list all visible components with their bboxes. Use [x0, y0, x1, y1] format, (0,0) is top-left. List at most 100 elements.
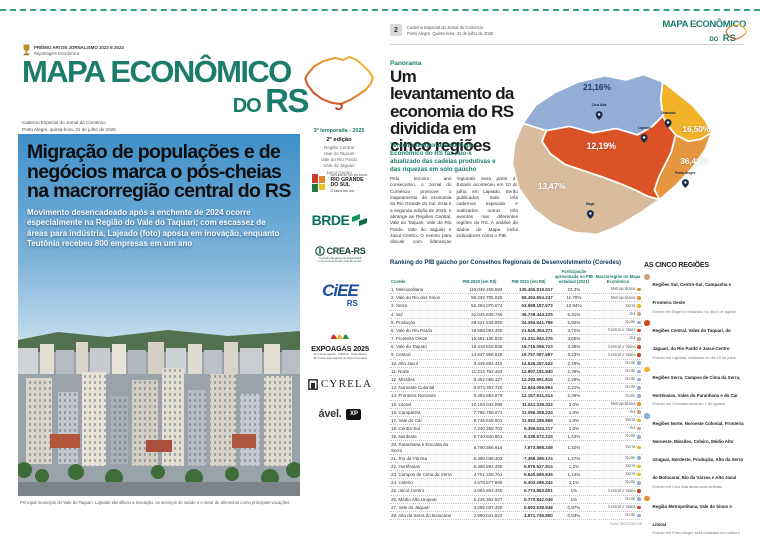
pib-ranking-table: Corede PIB 2020 (em R$) PIB 2021 (em R$)…: [390, 268, 642, 521]
cell-corede: 28. Alto da Serra do Botucaraí: [390, 511, 456, 521]
edition-region-list: Região Central Vale do Taquari Vale do Rio…: [304, 145, 374, 176]
edition-region-item: Jacuí-Centro: [326, 169, 352, 175]
cover-deck: Movimento desencadeado após a enchente d…: [27, 208, 280, 249]
masthead: MAPA ECONÔMICO DO RS: [22, 56, 322, 117]
legend-region-name: Regiões Serra, Campos de Cima da Serra, …: [652, 374, 741, 398]
legend-item: Regiões Serra, Campos de Cima da Serra, …: [644, 366, 746, 407]
macro-color-dot: [637, 304, 641, 308]
cell-pib-2021: 135.456.819.517: [503, 286, 554, 295]
legend-event-note: Evento em Cruz Alta ainda será definido: [652, 483, 722, 489]
cell-pib-2021: 21.645.354.271: [503, 326, 554, 336]
legend-color-dot: [644, 413, 650, 419]
legend-color-dot: [644, 320, 650, 326]
cell-macrorregiao: Serra: [594, 440, 642, 455]
cell-pib-2020: 8.745.638.601: [455, 416, 504, 426]
macro-color-dot: [637, 353, 641, 357]
masthead-do: DO: [232, 95, 262, 117]
sponsor-rail: GOVERNO DO ESTADO RIO GRANDE DO SUL O fu…: [304, 174, 376, 420]
cell-participacao: 2,21%: [553, 383, 595, 393]
table-row: 10. Alto Jacuí 9.449.894.415 14.526.257.…: [390, 359, 642, 368]
cell-pib-2020: 7.240.358.703: [455, 424, 504, 434]
cell-participacao: 3,23%: [553, 350, 595, 360]
pib-ranking-block: Ranking do PIB gaúcho por Conselhos Regi…: [390, 260, 642, 526]
cover-meta-line1: Caderno Especial do Jornal do Comércio: [22, 120, 106, 125]
cell-macrorregiao: Sul: [594, 408, 642, 417]
cell-participacao: 0,83%: [553, 511, 595, 521]
pin-icon: [681, 178, 689, 188]
edition-region-item: Vale do Jaguari: [323, 163, 355, 169]
table-row: 6. Vale do Rio Pardo 19.588.093.490 21.6…: [390, 326, 642, 336]
cell-macrorregiao: Norte: [594, 383, 642, 393]
cell-participacao: 6,31%: [553, 310, 595, 319]
mini-masthead-do: DO: [709, 36, 719, 43]
cell-pib-2020: 5.388.892.458: [455, 462, 504, 472]
cell-participacao: 3,39%: [553, 342, 595, 352]
macro-color-dot: [637, 497, 641, 501]
rs-state-outline-icon: [304, 55, 374, 111]
cell-participacao: 1%: [553, 495, 595, 504]
cell-macrorregiao: Central e Vales: [594, 350, 642, 360]
award-title: PRÊMIO ARI DE JORNALISMO 2023 E 2024: [34, 45, 124, 51]
legend-region-name: Região Metropolitana, Vale do Sinos e Li…: [652, 503, 732, 527]
table-row: 14. Fronteira Noroeste 9.494.853.679 12.…: [390, 391, 642, 401]
macro-color-dot: [637, 489, 641, 493]
crea-emblem-icon: [314, 246, 325, 256]
table-row: 22. Hortênsias 5.388.892.458 6.975.527.8…: [390, 462, 642, 472]
legend-event-note: Evento em Lajeado, realizado no dia 10 d…: [652, 354, 736, 360]
table-row: 5. Produção 28.621.536.850 34.394.841.78…: [390, 318, 642, 327]
governo-rs-top-label: GOVERNO DO ESTADO: [330, 173, 368, 178]
cell-pib-2021: 68.494.654.247: [503, 293, 554, 303]
cell-corede: 16. Campanha: [390, 408, 456, 417]
panorama-body-text: Pelo terceiro ano consecutivo, o Jornal …: [390, 176, 518, 245]
map-pct-serra: 16,50%: [682, 123, 711, 134]
brde-logo: BRDE: [312, 212, 369, 228]
cell-corede: 17. Vale do Caí: [390, 416, 456, 426]
governo-rs-emblem-icon: [312, 174, 326, 192]
table-row: 25. Jacuí-Centro 4.064.503.450 5.774.863…: [390, 486, 642, 496]
map-pin-lajeado: Lajeado: [638, 126, 651, 148]
cell-pib-2021: 11.096.358.234: [503, 408, 554, 417]
table-row: 13. Noroeste Colonial 8.973.363.720 12.8…: [390, 383, 642, 393]
pin-icon: [595, 110, 603, 120]
cell-pib-2020: 31.045.839.740: [455, 310, 504, 319]
panorama-deck: Terceira temporada do Mapa Econômico do …: [390, 142, 496, 174]
cell-pib-2020: 52.294.070.674: [455, 301, 504, 311]
rs-map-shape: [511, 73, 713, 236]
table-row: 18. Centro-Sul 7.240.358.703 9.396.634.2…: [390, 424, 642, 434]
col-header-macrorregiao: Macrorregião no Mapa Econômico: [595, 274, 641, 285]
macro-color-dot: [637, 320, 641, 325]
cell-corede: 24. Celeiro: [390, 478, 456, 488]
macro-color-dot: [637, 312, 641, 316]
edition-block: 3ª temporada - 2025 2ª edição Região Cen…: [304, 128, 374, 176]
cell-corede: 6. Vale do Rio Pardo: [390, 326, 456, 336]
table-row: 15. Litoral 10.104.042.099 11.611.339.33…: [390, 400, 642, 409]
cell-pib-2021: 36.738.444.225: [503, 310, 554, 319]
cell-macrorregiao: Norte: [594, 495, 642, 504]
table-row: 20. Paranhana e Encosta da Serra 6.790.3…: [390, 440, 642, 455]
cell-pib-2021: 63.688.187.573: [503, 301, 554, 311]
photo-caption: Principal município do Vale do Taquari, …: [20, 500, 290, 505]
table-row: 28. Alto da Serra do Botucaraí 2.990.041…: [390, 511, 642, 521]
panorama-headline: Um levantamento da economia do RS dividi…: [390, 67, 514, 156]
map-pct-metropolitana: 36,42%: [680, 155, 708, 166]
mini-rs-outline-icon: [725, 24, 747, 40]
cell-corede: 15. Litoral: [390, 400, 456, 409]
macro-color-dot: [637, 464, 641, 469]
cell-macrorregiao: Norte: [594, 359, 642, 368]
legend-event-note: Evento em Porto Alegre será realizado em…: [652, 530, 740, 535]
cell-macrorregiao: Sul: [594, 310, 642, 319]
cell-pib-2020: 5.228.362.627: [455, 495, 504, 504]
cell-pib-2020: 4.678.577.685: [455, 478, 504, 488]
aerial-city-photo: [18, 134, 300, 496]
xp-logo: XP: [346, 408, 362, 420]
cell-participacao: 1,9%: [553, 408, 595, 417]
cell-pib-2021: 6.403.286.242: [503, 478, 554, 488]
pin-icon: [586, 210, 594, 220]
map-pin-bage: Bagé: [586, 202, 595, 224]
cell-pib-2020: 6.790.366.916: [455, 440, 504, 455]
crea-subline2: e Agronomia do Rio Grande do Sul: [318, 259, 362, 264]
cell-pib-2020: 7.786.789.671: [455, 408, 504, 417]
cell-macrorregiao: Metropolitana: [594, 286, 642, 295]
cell-pib-2020: 4.701.328.761: [455, 470, 504, 480]
